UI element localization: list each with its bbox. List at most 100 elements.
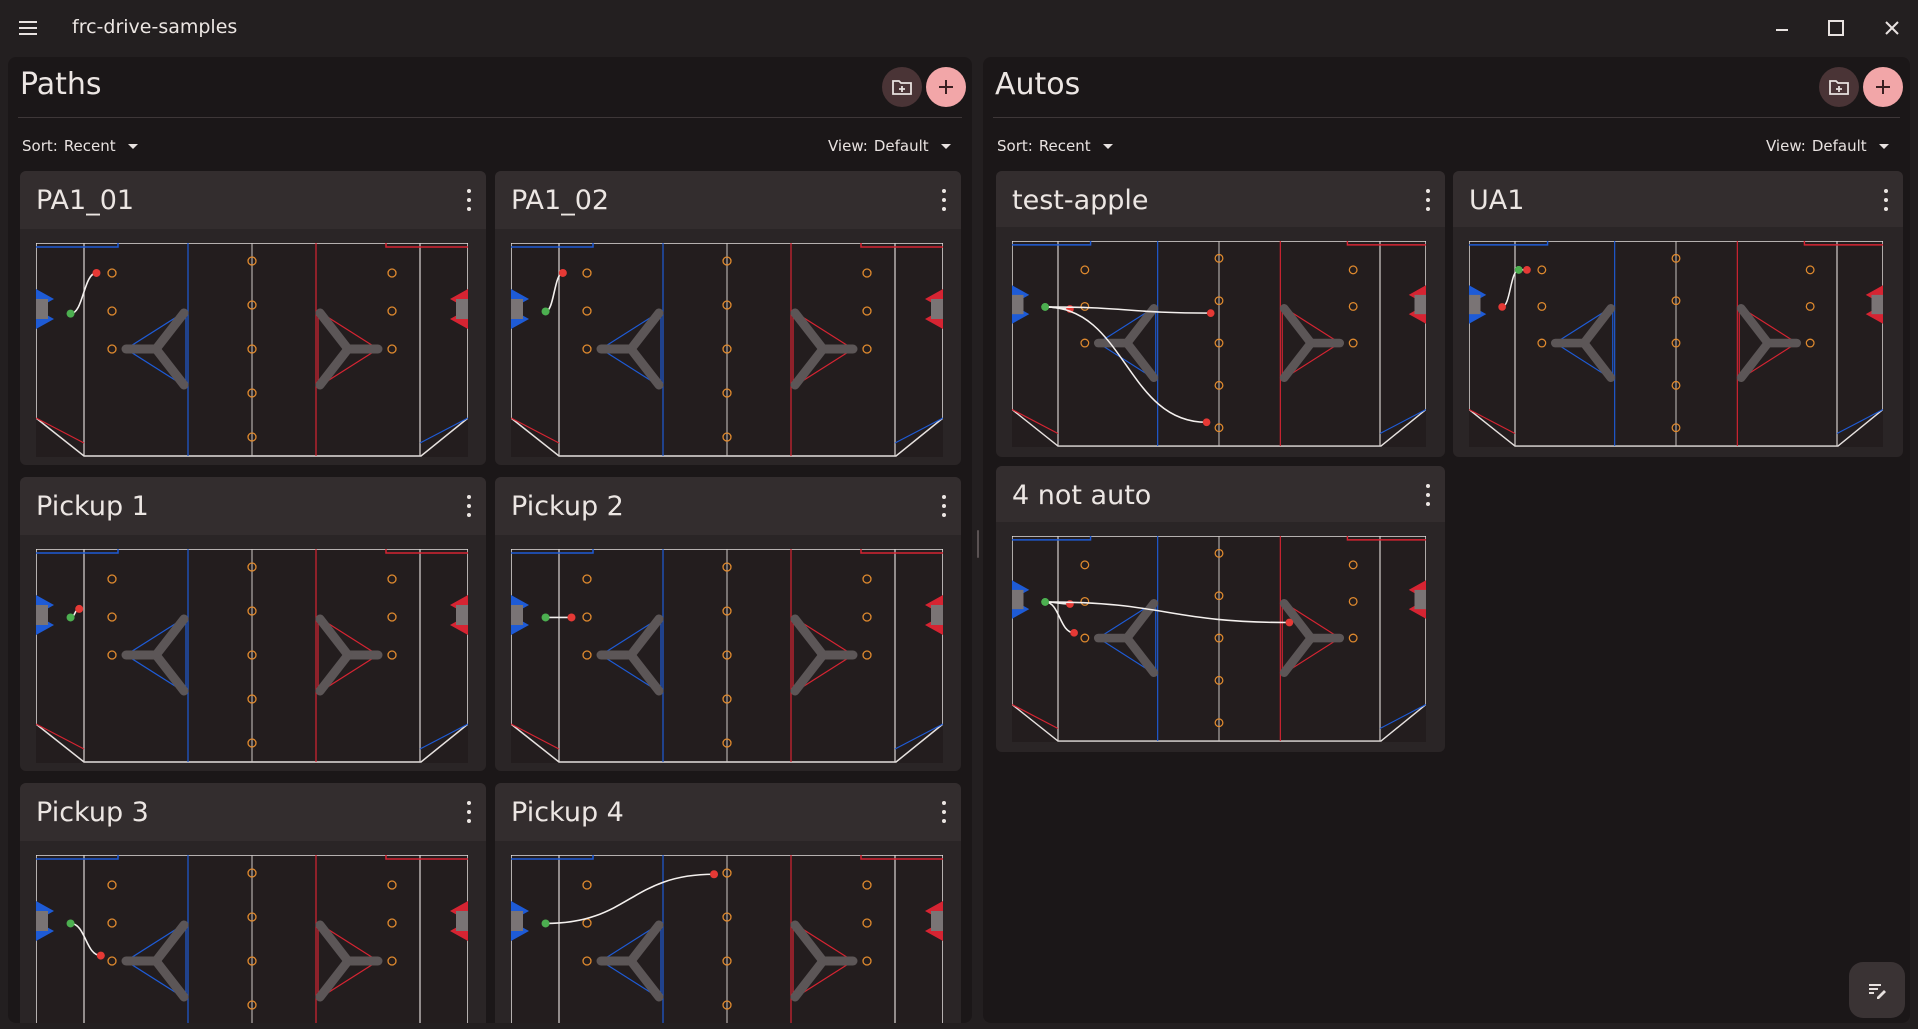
game-piece-note [582, 650, 592, 660]
field-border [511, 549, 943, 763]
game-piece-note [1805, 338, 1815, 348]
more-vert-icon[interactable] [939, 189, 949, 211]
more-vert-icon[interactable] [464, 495, 474, 517]
blue-zone [36, 243, 119, 248]
card-header [20, 171, 486, 229]
corner-stripe [419, 417, 468, 444]
card-header [495, 783, 961, 841]
game-piece-note [1805, 301, 1815, 311]
stage-leg [315, 344, 353, 390]
game-piece-note [1671, 423, 1681, 433]
stage [315, 920, 383, 1002]
game-piece-note [722, 432, 732, 442]
new-folder-button[interactable] [882, 67, 922, 107]
game-piece-note [1671, 296, 1681, 306]
add-path-button[interactable] [926, 67, 966, 107]
end-point [1523, 265, 1531, 274]
game-piece-note [1348, 596, 1358, 606]
stage-leg [315, 650, 353, 696]
more-vert-icon[interactable] [464, 801, 474, 823]
end-point [558, 268, 567, 277]
chevron-down-icon [127, 143, 138, 149]
stage-leg [151, 614, 189, 660]
speaker-base [36, 911, 48, 931]
game-piece-note [582, 344, 592, 354]
stage-outline [124, 309, 187, 389]
game-piece-note [107, 268, 117, 278]
sort-value: Recent [63, 137, 116, 155]
game-piece-note [247, 738, 257, 748]
sort-dropdown[interactable]: Sort: Recent [22, 137, 138, 155]
plus-icon [939, 80, 953, 94]
field-preview [1012, 241, 1426, 447]
stage-outline [1554, 305, 1614, 381]
card-header [20, 783, 486, 841]
red-zone [1346, 241, 1426, 246]
hamburger-menu-icon[interactable] [14, 14, 42, 42]
edit-notes-icon [1869, 984, 1886, 999]
game-piece-note [387, 880, 397, 890]
more-vert-icon[interactable] [1881, 189, 1891, 211]
path-card[interactable]: Pickup 2 [495, 477, 961, 771]
card-title: Pickup 2 [511, 491, 624, 522]
edit-notes-button[interactable] [1849, 962, 1905, 1018]
field-preview [1469, 241, 1883, 447]
chevron-down-icon [1102, 143, 1113, 149]
more-vert-icon[interactable] [464, 189, 474, 211]
game-piece-note [862, 306, 872, 316]
red-zone [860, 549, 943, 554]
game-piece-note [862, 880, 872, 890]
game-piece-note [247, 432, 257, 442]
game-piece-note [1080, 596, 1090, 606]
path-card[interactable]: Pickup 1 [20, 477, 486, 771]
game-piece-note [862, 612, 872, 622]
card-header [996, 171, 1445, 227]
game-piece-note [247, 256, 257, 266]
end-point [1285, 618, 1294, 627]
game-piece-note [1348, 560, 1358, 570]
field-border [511, 243, 943, 457]
more-vert-icon[interactable] [1423, 189, 1433, 211]
path-card[interactable]: Pickup 4 [495, 783, 961, 1023]
chevron-down-icon [1878, 143, 1889, 149]
auto-card[interactable]: 4 not auto [996, 466, 1445, 752]
speaker-base [511, 299, 523, 319]
game-piece-note [247, 300, 257, 310]
card-title: UA1 [1469, 185, 1525, 216]
corner-stripe [1836, 408, 1883, 435]
card-title: test-apple [1012, 185, 1149, 216]
sort-dropdown[interactable]: Sort: Recent [997, 137, 1113, 155]
game-piece-note [387, 918, 397, 928]
blue-zone [1012, 241, 1092, 246]
path-card[interactable]: PA1_01 [20, 171, 486, 465]
game-piece-note [387, 306, 397, 316]
stage-leg [315, 956, 353, 1002]
corner-stripe [894, 417, 943, 444]
maximize-icon[interactable] [1820, 12, 1852, 44]
add-auto-button[interactable] [1863, 67, 1903, 107]
game-piece-note [582, 956, 592, 966]
more-vert-icon[interactable] [939, 801, 949, 823]
path-card[interactable]: Pickup 3 [20, 783, 486, 1023]
stage-outline [599, 309, 662, 389]
auto-card[interactable]: UA1 [1453, 171, 1903, 457]
game-piece-note [1805, 265, 1815, 275]
close-icon[interactable] [1876, 12, 1908, 44]
stage-leg [1736, 304, 1773, 348]
path-card[interactable]: PA1_02 [495, 171, 961, 465]
view-dropdown[interactable]: View: Default [1766, 137, 1889, 155]
auto-card[interactable]: test-apple [996, 171, 1445, 457]
view-dropdown[interactable]: View: Default [828, 137, 951, 155]
app-title: frc-drive-samples [72, 16, 238, 38]
panel-splitter[interactable] [977, 530, 979, 558]
more-vert-icon[interactable] [1423, 484, 1433, 506]
stage-outline [599, 615, 662, 695]
end-point [1206, 309, 1215, 317]
new-folder-button[interactable] [1819, 67, 1859, 107]
game-piece-note [862, 268, 872, 278]
stage-outline [1738, 305, 1798, 381]
red-zone [385, 243, 468, 248]
more-vert-icon[interactable] [939, 495, 949, 517]
stage-leg [790, 920, 828, 966]
minimize-icon[interactable] [1766, 12, 1798, 44]
